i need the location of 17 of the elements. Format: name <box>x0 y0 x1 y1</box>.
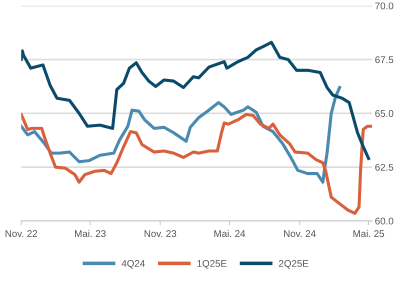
y-tick-label: 65.0 <box>375 110 394 117</box>
x-tick-label: Mai. 25 <box>353 230 384 238</box>
y-tick-label: 70.0 <box>375 2 394 10</box>
x-tick-label: Mai. 24 <box>214 230 246 238</box>
x-tick-label: Nov. 22 <box>6 230 38 238</box>
legend-label: 4Q24 <box>122 260 145 269</box>
x-tick-label: Nov. 23 <box>144 230 176 238</box>
line-series <box>21 86 342 184</box>
line-series <box>21 40 370 160</box>
line-series <box>21 112 372 215</box>
legend-label: 1Q25E <box>197 260 227 269</box>
y-tick-label: 60.0 <box>375 218 394 225</box>
legend-label: 2Q25E <box>278 260 308 269</box>
x-tick-label: Mai. 23 <box>75 230 106 238</box>
y-tick-label: 62.5 <box>375 164 394 171</box>
x-tick-label: Nov. 24 <box>284 230 316 238</box>
y-tick-label: 67.5 <box>375 56 394 64</box>
